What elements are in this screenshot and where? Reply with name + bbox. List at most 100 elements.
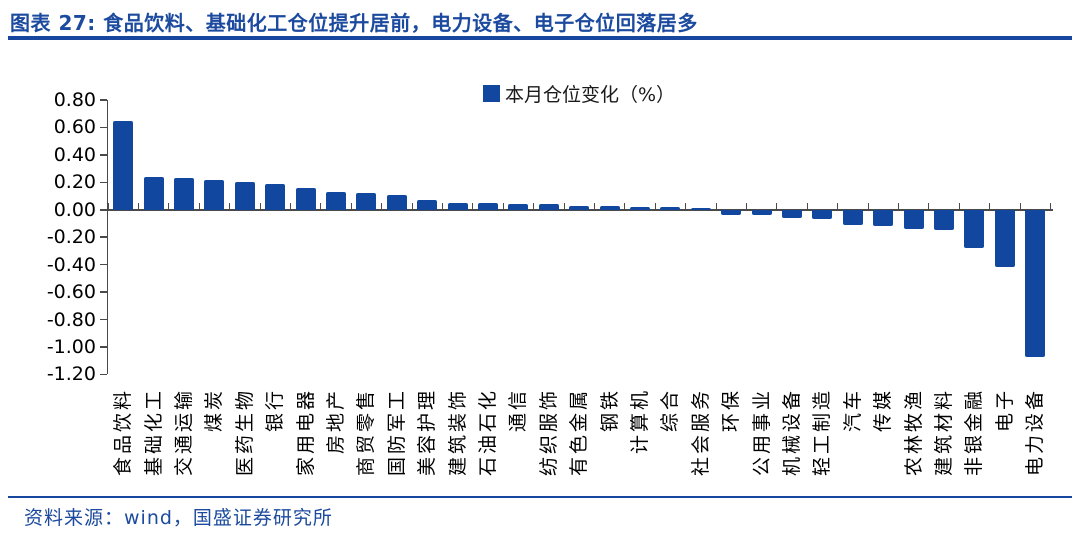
y-axis-label: -0.80 — [46, 308, 96, 331]
x-axis-label: 通信 — [507, 388, 530, 433]
source-note: 资料来源：wind，国盛证券研究所 — [24, 507, 333, 529]
bar — [234, 182, 255, 210]
footer-divider — [8, 496, 1072, 498]
y-tick — [100, 291, 107, 293]
y-axis-label: -1.20 — [46, 363, 96, 386]
x-axis-label: 公用事业 — [750, 388, 773, 477]
x-tick — [563, 202, 565, 210]
y-axis-label: 0.00 — [53, 198, 96, 221]
x-tick — [867, 202, 869, 210]
y-tick — [100, 236, 107, 238]
x-axis-label: 非银金融 — [963, 388, 986, 477]
bar — [508, 204, 529, 210]
x-axis-label: 建筑材料 — [933, 388, 955, 477]
x-axis-label: 机械设备 — [781, 388, 803, 477]
bar — [538, 204, 559, 210]
bar — [599, 205, 620, 210]
x-tick — [229, 202, 231, 210]
x-tick — [806, 202, 808, 210]
x-axis-label: 美容护理 — [416, 388, 439, 477]
x-axis-label: 银行 — [264, 388, 287, 433]
y-axis-label: -0.40 — [46, 253, 96, 276]
x-tick — [259, 202, 261, 210]
y-tick — [100, 99, 107, 101]
legend-swatch — [482, 85, 500, 102]
y-tick — [100, 126, 107, 129]
bar — [174, 178, 194, 210]
x-axis-label: 交通运输 — [173, 388, 195, 477]
x-tick — [624, 202, 626, 210]
y-axis-label: 0.60 — [53, 116, 96, 139]
x-axis-label: 国防军工 — [385, 388, 408, 477]
bar — [873, 209, 894, 227]
y-axis-label: 0.40 — [53, 143, 96, 166]
x-axis-label: 建筑装饰 — [446, 388, 469, 477]
x-tick — [593, 202, 595, 210]
bar — [295, 187, 316, 210]
x-tick — [411, 202, 413, 210]
x-axis-line — [106, 209, 1053, 211]
bar — [356, 193, 377, 210]
figure-title: 图表 27: 食品饮料、基础化工仓位提升居前，电力设备、电子仓位回落居多 — [10, 11, 698, 35]
x-axis-label: 食品饮料 — [112, 388, 135, 477]
bar — [630, 207, 650, 210]
bar — [782, 209, 802, 218]
x-axis-label: 家用电器 — [294, 388, 317, 477]
x-tick — [289, 202, 291, 210]
x-axis-label: 轻工制造 — [811, 388, 834, 477]
x-tick — [533, 202, 535, 210]
x-tick — [776, 202, 778, 210]
bar — [812, 209, 833, 220]
y-tick — [100, 181, 107, 184]
x-tick — [472, 202, 474, 210]
y-axis-label: 0.20 — [53, 171, 96, 194]
x-tick — [198, 202, 200, 210]
x-axis-label: 农林牧渔 — [902, 388, 925, 477]
x-tick — [502, 202, 504, 210]
bar — [994, 209, 1015, 268]
x-tick — [1049, 202, 1051, 210]
y-axis-label: -0.20 — [46, 226, 96, 249]
y-tick — [100, 373, 107, 376]
bar — [934, 209, 954, 231]
x-axis-label: 医药生物 — [233, 388, 256, 477]
bar — [478, 202, 498, 210]
x-axis-label: 石油石化 — [477, 388, 499, 477]
bar — [964, 209, 985, 249]
x-tick — [137, 202, 139, 210]
x-tick — [441, 202, 443, 210]
y-axis-label: -0.60 — [46, 281, 96, 304]
y-tick — [100, 209, 107, 211]
x-axis-label: 基础化工 — [142, 388, 165, 477]
x-axis-label: 商贸零售 — [355, 388, 378, 477]
x-tick — [745, 202, 747, 210]
x-axis-label: 汽车 — [841, 388, 864, 433]
x-axis-label: 钢铁 — [598, 388, 621, 433]
bar — [143, 176, 164, 210]
bar — [386, 194, 407, 210]
x-axis-label: 纺织服饰 — [537, 388, 560, 477]
y-tick — [100, 154, 107, 156]
legend-label: 本月仓位变化（%） — [504, 84, 676, 106]
chart-legend: 本月仓位变化（%） — [108, 80, 1050, 107]
x-tick — [320, 202, 322, 210]
x-axis-label: 计算机 — [629, 388, 651, 455]
x-tick — [685, 202, 687, 210]
x-tick — [715, 202, 717, 210]
x-tick — [654, 202, 656, 210]
bar — [265, 183, 286, 210]
x-axis-label: 传媒 — [872, 388, 895, 433]
x-tick — [350, 202, 352, 210]
y-tick — [100, 346, 107, 348]
x-axis-label: 房地产 — [325, 388, 347, 455]
x-tick — [958, 202, 960, 210]
title-divider — [8, 36, 1072, 40]
y-axis-line — [106, 100, 108, 375]
bar — [690, 208, 711, 210]
x-axis-label: 电力设备 — [1024, 388, 1047, 477]
y-axis-label: -1.00 — [46, 335, 96, 358]
bar — [660, 207, 681, 210]
x-axis-label: 综合 — [659, 388, 682, 433]
x-tick — [837, 202, 839, 210]
